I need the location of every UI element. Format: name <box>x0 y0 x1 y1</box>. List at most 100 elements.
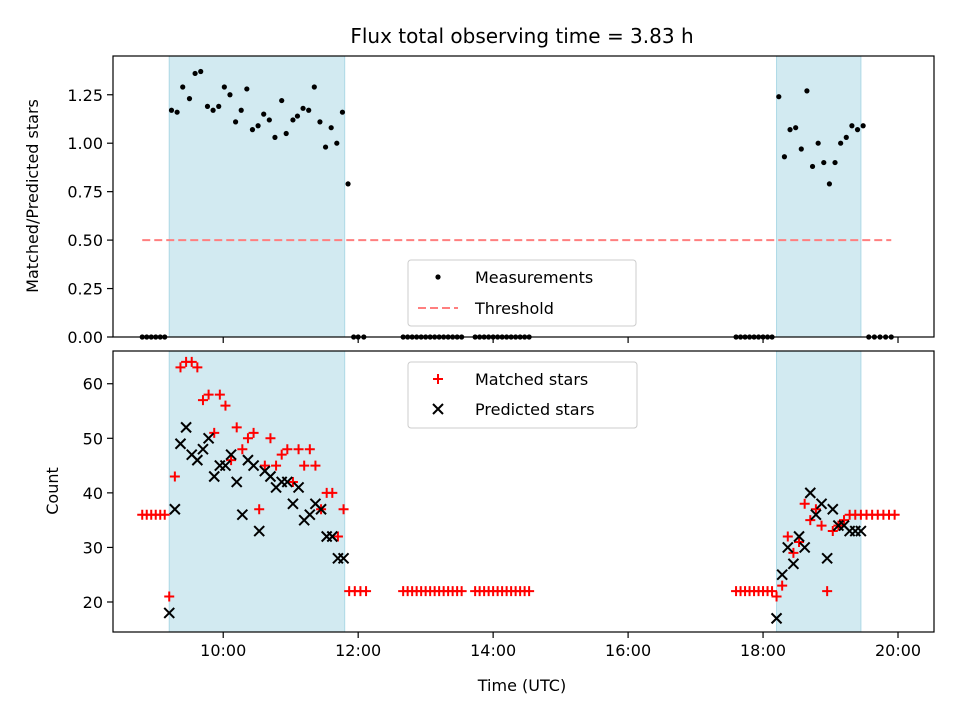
matched-star-point <box>226 455 237 466</box>
predicted-star-point <box>787 558 800 570</box>
measurement-point <box>838 140 844 146</box>
legend-measurements-marker <box>435 274 441 280</box>
matched-star-point <box>361 586 372 597</box>
matched-star-point <box>265 433 276 444</box>
matched-star-point <box>248 427 259 438</box>
measurement-point <box>261 111 267 117</box>
matched-star-point <box>186 356 197 367</box>
matched-star-point <box>771 591 782 602</box>
legend-frame <box>407 259 637 327</box>
measurement-point <box>238 107 244 113</box>
matched-star-point <box>810 504 821 515</box>
predicted-star-point <box>281 476 294 488</box>
matched-star-point <box>304 444 315 455</box>
measurement-point <box>198 68 204 75</box>
matched-star-point <box>209 427 220 438</box>
measurement-point <box>860 123 866 129</box>
measurement-point <box>174 109 180 115</box>
top-panel: 0.00 0.25 0.50 0.75 1.00 1.25 Matched/Predict… <box>23 55 935 347</box>
top-y-tick-label: 1.00 <box>67 134 103 153</box>
bottom-shaded-region-1 <box>168 350 346 633</box>
matched-star-point <box>788 547 799 558</box>
measurement-point <box>787 127 793 133</box>
bottom-x-ticks: 10:00 12:00 14:00 16:00 18:00 20:00 <box>200 632 921 660</box>
predicted-star-point <box>191 454 204 466</box>
predicted-star-point <box>180 421 192 434</box>
predicted-star-point <box>326 530 339 543</box>
matched-star-point <box>794 536 805 547</box>
predicted-star-point <box>827 503 839 515</box>
bottom-panel: 20 30 40 50 60 10:00 12:00 14:00 16:00 18:00 20:0… <box>43 350 935 695</box>
matched-stars-points <box>137 356 900 602</box>
bottom-y-axis-label: Count <box>43 467 62 515</box>
predicted-star-point <box>169 503 181 515</box>
legend-predicted-label: Predicted stars <box>475 400 595 419</box>
predicted-star-point <box>225 448 237 461</box>
top-y-tick-label: 0.00 <box>67 328 103 347</box>
measurement-point <box>227 92 233 98</box>
matched-star-point <box>164 591 175 602</box>
measurement-point <box>232 119 239 125</box>
matched-star-point <box>254 504 265 515</box>
bottom-x-tick-label: 20:00 <box>875 641 921 660</box>
predicted-star-point <box>815 498 828 510</box>
measurement-point <box>311 84 317 90</box>
measurement-point <box>216 103 222 109</box>
measurement-point <box>300 105 306 111</box>
measurement-point <box>843 134 849 140</box>
matched-star-point <box>889 509 900 520</box>
matched-star-point <box>805 515 816 526</box>
measurement-point <box>821 159 827 166</box>
top-y-tick-label: 0.50 <box>67 231 103 250</box>
matched-star-point <box>159 509 170 520</box>
measurement-point <box>826 181 833 187</box>
bottom-x-tick-label: 16:00 <box>605 641 651 660</box>
predicted-star-point <box>247 459 260 472</box>
measurement-point <box>793 125 799 131</box>
matched-star-point <box>839 515 850 526</box>
predicted-star-point <box>798 541 811 554</box>
predicted-star-point <box>782 541 794 554</box>
measurement-point <box>249 127 256 133</box>
matched-star-point <box>242 433 253 444</box>
measurement-point <box>798 146 804 152</box>
predicted-star-point <box>776 569 788 581</box>
matched-star-point <box>220 400 231 411</box>
top-shaded-region-1 <box>168 55 346 338</box>
measurement-point <box>776 94 782 100</box>
measurement-point <box>317 119 323 125</box>
predicted-star-point <box>287 498 299 510</box>
bottom-y-tick-label: 60 <box>83 375 103 394</box>
bottom-x-tick-label: 12:00 <box>335 641 381 660</box>
predicted-star-point <box>231 476 243 488</box>
measurement-point <box>279 97 285 104</box>
top-y-tick-label: 0.25 <box>67 280 103 299</box>
bottom-y-tick-label: 30 <box>83 538 103 557</box>
measurement-point <box>804 88 810 94</box>
matched-star-point <box>259 460 270 471</box>
matched-star-point <box>338 504 349 515</box>
bottom-shaded-regions <box>168 350 862 633</box>
top-y-tick-label: 1.25 <box>67 86 103 105</box>
matched-star-point <box>175 362 186 373</box>
matched-star-point <box>332 531 343 542</box>
predicted-star-point <box>236 508 249 521</box>
predicted-star-point <box>821 552 833 565</box>
legend-predicted-marker <box>432 403 444 415</box>
matched-star-point <box>327 487 338 498</box>
measurement-point <box>283 130 289 137</box>
top-shaded-regions <box>168 55 862 338</box>
predicted-star-point <box>304 508 316 521</box>
matched-star-point <box>827 526 838 537</box>
legend-measurements-label: Measurements <box>475 268 593 287</box>
top-axes-frame <box>112 55 935 338</box>
top-x-ticks <box>222 337 899 343</box>
measurement-point <box>266 117 272 123</box>
top-y-tick-label: 0.75 <box>67 183 103 202</box>
top-legend: Measurements Threshold <box>407 259 637 327</box>
measurement-point <box>815 140 821 146</box>
measurement-point <box>186 96 193 102</box>
matched-star-point <box>299 460 310 471</box>
bottom-x-tick-label: 14:00 <box>470 641 516 660</box>
